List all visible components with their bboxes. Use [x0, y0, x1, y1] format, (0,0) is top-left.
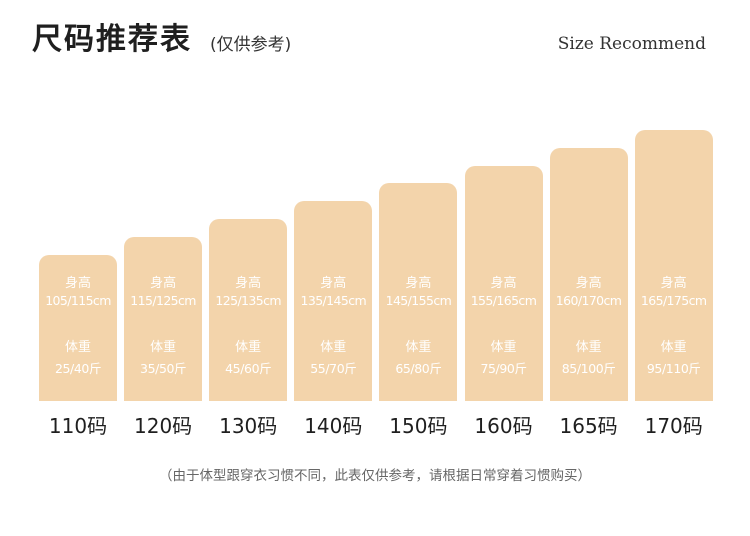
size-bar: 身高 115/125cm 体重 35/50斤: [124, 237, 203, 401]
height-range: 115/125cm: [130, 292, 196, 308]
height-range: 165/175cm: [640, 292, 707, 308]
size-label: 120码: [134, 414, 193, 438]
size-bar: 身高 155/165cm 体重 75/90斤: [464, 165, 543, 401]
height-label: 身高: [235, 275, 262, 291]
height-range: 155/165cm: [470, 293, 537, 308]
size-label: 150码: [389, 414, 448, 438]
size-label: 160码: [474, 414, 533, 438]
size-label: 170码: [644, 414, 703, 438]
size-label: 130码: [219, 414, 278, 438]
size-bar: 身高 105/115cm 体重 25/40斤: [39, 255, 117, 401]
height-range: 145/155cm: [385, 292, 452, 308]
weight-label: 体重: [320, 339, 347, 355]
size-label: 165码: [559, 414, 618, 438]
height-label: 身高: [150, 275, 177, 291]
size-bar: 身高 165/175cm 体重 95/110斤: [634, 129, 713, 401]
height-label: 身高: [490, 276, 517, 291]
height-range: 105/115cm: [45, 293, 111, 308]
weight-range: 35/50斤: [140, 360, 187, 376]
weight-range: 45/60斤: [225, 360, 272, 376]
size-chart: 身高 105/115cm 体重 25/40斤 110码 身高 115/125cm 体重 35/5…: [39, 129, 713, 438]
page-subtitle: (仅供参考): [210, 35, 292, 55]
weight-label: 体重: [490, 340, 517, 355]
weight-label: 体重: [405, 339, 432, 355]
weight-range: 55/70斤: [310, 360, 357, 376]
weight-range: 65/80斤: [395, 360, 442, 376]
size-label: 140码: [304, 414, 363, 438]
english-title: Size Recommend: [557, 34, 706, 54]
weight-range: 25/40斤: [54, 361, 102, 376]
size-bar: 身高 135/145cm 体重 55/70斤: [294, 201, 373, 401]
size-bar: 身高 125/135cm 体重 45/60斤: [209, 219, 288, 401]
weight-label: 体重: [235, 339, 262, 355]
size-bar: 身高 145/155cm 体重 65/80斤: [379, 183, 458, 401]
height-label: 身高: [660, 275, 687, 291]
weight-label: 体重: [150, 339, 177, 355]
height-range: 135/145cm: [300, 292, 367, 308]
weight-range: 95/110斤: [646, 360, 701, 376]
page-title: 尺码推荐表: [32, 22, 192, 57]
height-label: 身高: [64, 276, 91, 291]
weight-range: 75/90斤: [480, 361, 527, 376]
weight-label: 体重: [575, 339, 602, 355]
height-range: 125/135cm: [215, 292, 281, 308]
size-label: 110码: [48, 414, 108, 438]
size-bar: 身高 160/170cm 体重 85/100斤: [549, 147, 628, 401]
height-label: 身高: [575, 275, 602, 291]
height-range: 160/170cm: [555, 292, 622, 308]
weight-label: 体重: [660, 339, 687, 355]
footer-note: （由于体型跟穿衣习惯不同，此表仅供参考，请根据日常穿着习惯购买）: [159, 468, 591, 484]
height-label: 身高: [320, 275, 347, 291]
weight-range: 85/100斤: [561, 360, 616, 376]
weight-label: 体重: [64, 340, 91, 355]
height-label: 身高: [405, 275, 432, 291]
